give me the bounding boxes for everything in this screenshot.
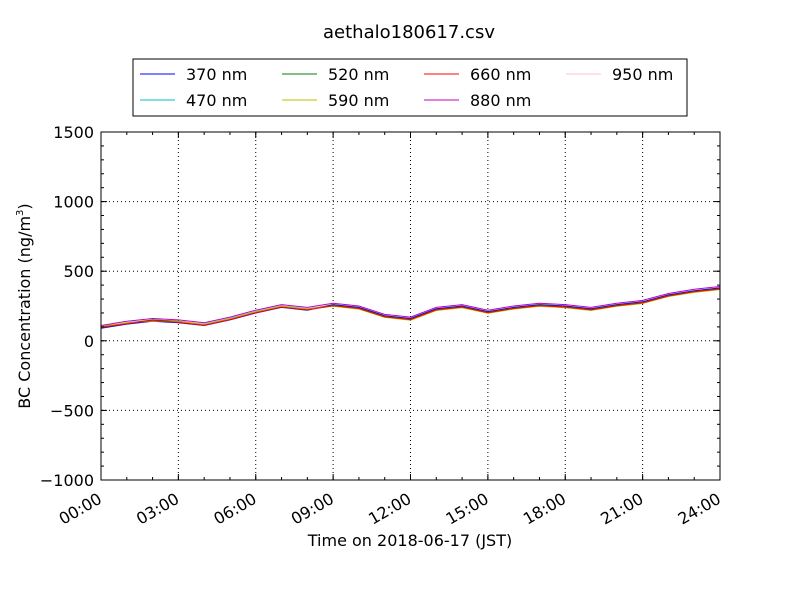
y-axis-ticks: 1500 1000 500 0 −500 −1000 xyxy=(40,123,720,490)
plot-clip-group xyxy=(101,286,720,329)
series-line-660-nm xyxy=(101,288,720,328)
legend-label: 370 nm xyxy=(186,65,247,84)
y-axis-label-main: BC Concentration (ng/m xyxy=(15,216,34,409)
x-tick-label: 18:00 xyxy=(520,489,569,529)
x-axis-ticks: 00:00 03:00 06:00 09:00 12:00 15:00 18:00 21:00… xyxy=(56,132,724,529)
y-tick-label: 0 xyxy=(84,332,94,351)
legend-label: 660 nm xyxy=(470,65,531,84)
y-axis-label: BC Concentration (ng/m3) xyxy=(15,203,34,408)
x-tick-label: 24:00 xyxy=(675,489,724,529)
y-tick-label: 1000 xyxy=(53,193,94,212)
x-tick-label: 03:00 xyxy=(133,489,182,529)
y-tick-label: 1500 xyxy=(53,123,94,142)
legend-box xyxy=(132,58,688,117)
series-line-880-nm xyxy=(101,286,720,326)
grid-lines xyxy=(101,132,720,480)
y-tick-label: −1000 xyxy=(40,471,94,490)
x-tick-label: 09:00 xyxy=(288,489,337,529)
legend-label: 950 nm xyxy=(612,65,673,84)
legend-label: 520 nm xyxy=(328,65,389,84)
series-line-950-nm xyxy=(101,287,720,328)
x-tick-label: 15:00 xyxy=(442,489,491,529)
y-axis-label-tail: ) xyxy=(15,203,34,209)
x-tick-label: 06:00 xyxy=(210,489,259,529)
x-tick-label: 21:00 xyxy=(597,489,646,529)
legend-label: 470 nm xyxy=(186,91,247,110)
chart-title: aethalo180617.csv xyxy=(323,22,495,43)
series-line-590-nm xyxy=(101,289,720,327)
legend-label: 590 nm xyxy=(328,91,389,110)
x-tick-label: 12:00 xyxy=(365,489,414,529)
legend: 370 nm 470 nm 520 nm 590 nm 660 nm 880 nm 950 … xyxy=(132,58,688,117)
y-tick-label: 500 xyxy=(63,262,94,281)
y-axis-label-sup: 3 xyxy=(15,210,26,216)
y-tick-label: −500 xyxy=(50,401,94,420)
legend-label: 880 nm xyxy=(470,91,531,110)
series-lines xyxy=(101,286,720,329)
x-axis-label: Time on 2018-06-17 (JST) xyxy=(307,531,512,550)
x-tick-label: 00:00 xyxy=(56,489,105,529)
